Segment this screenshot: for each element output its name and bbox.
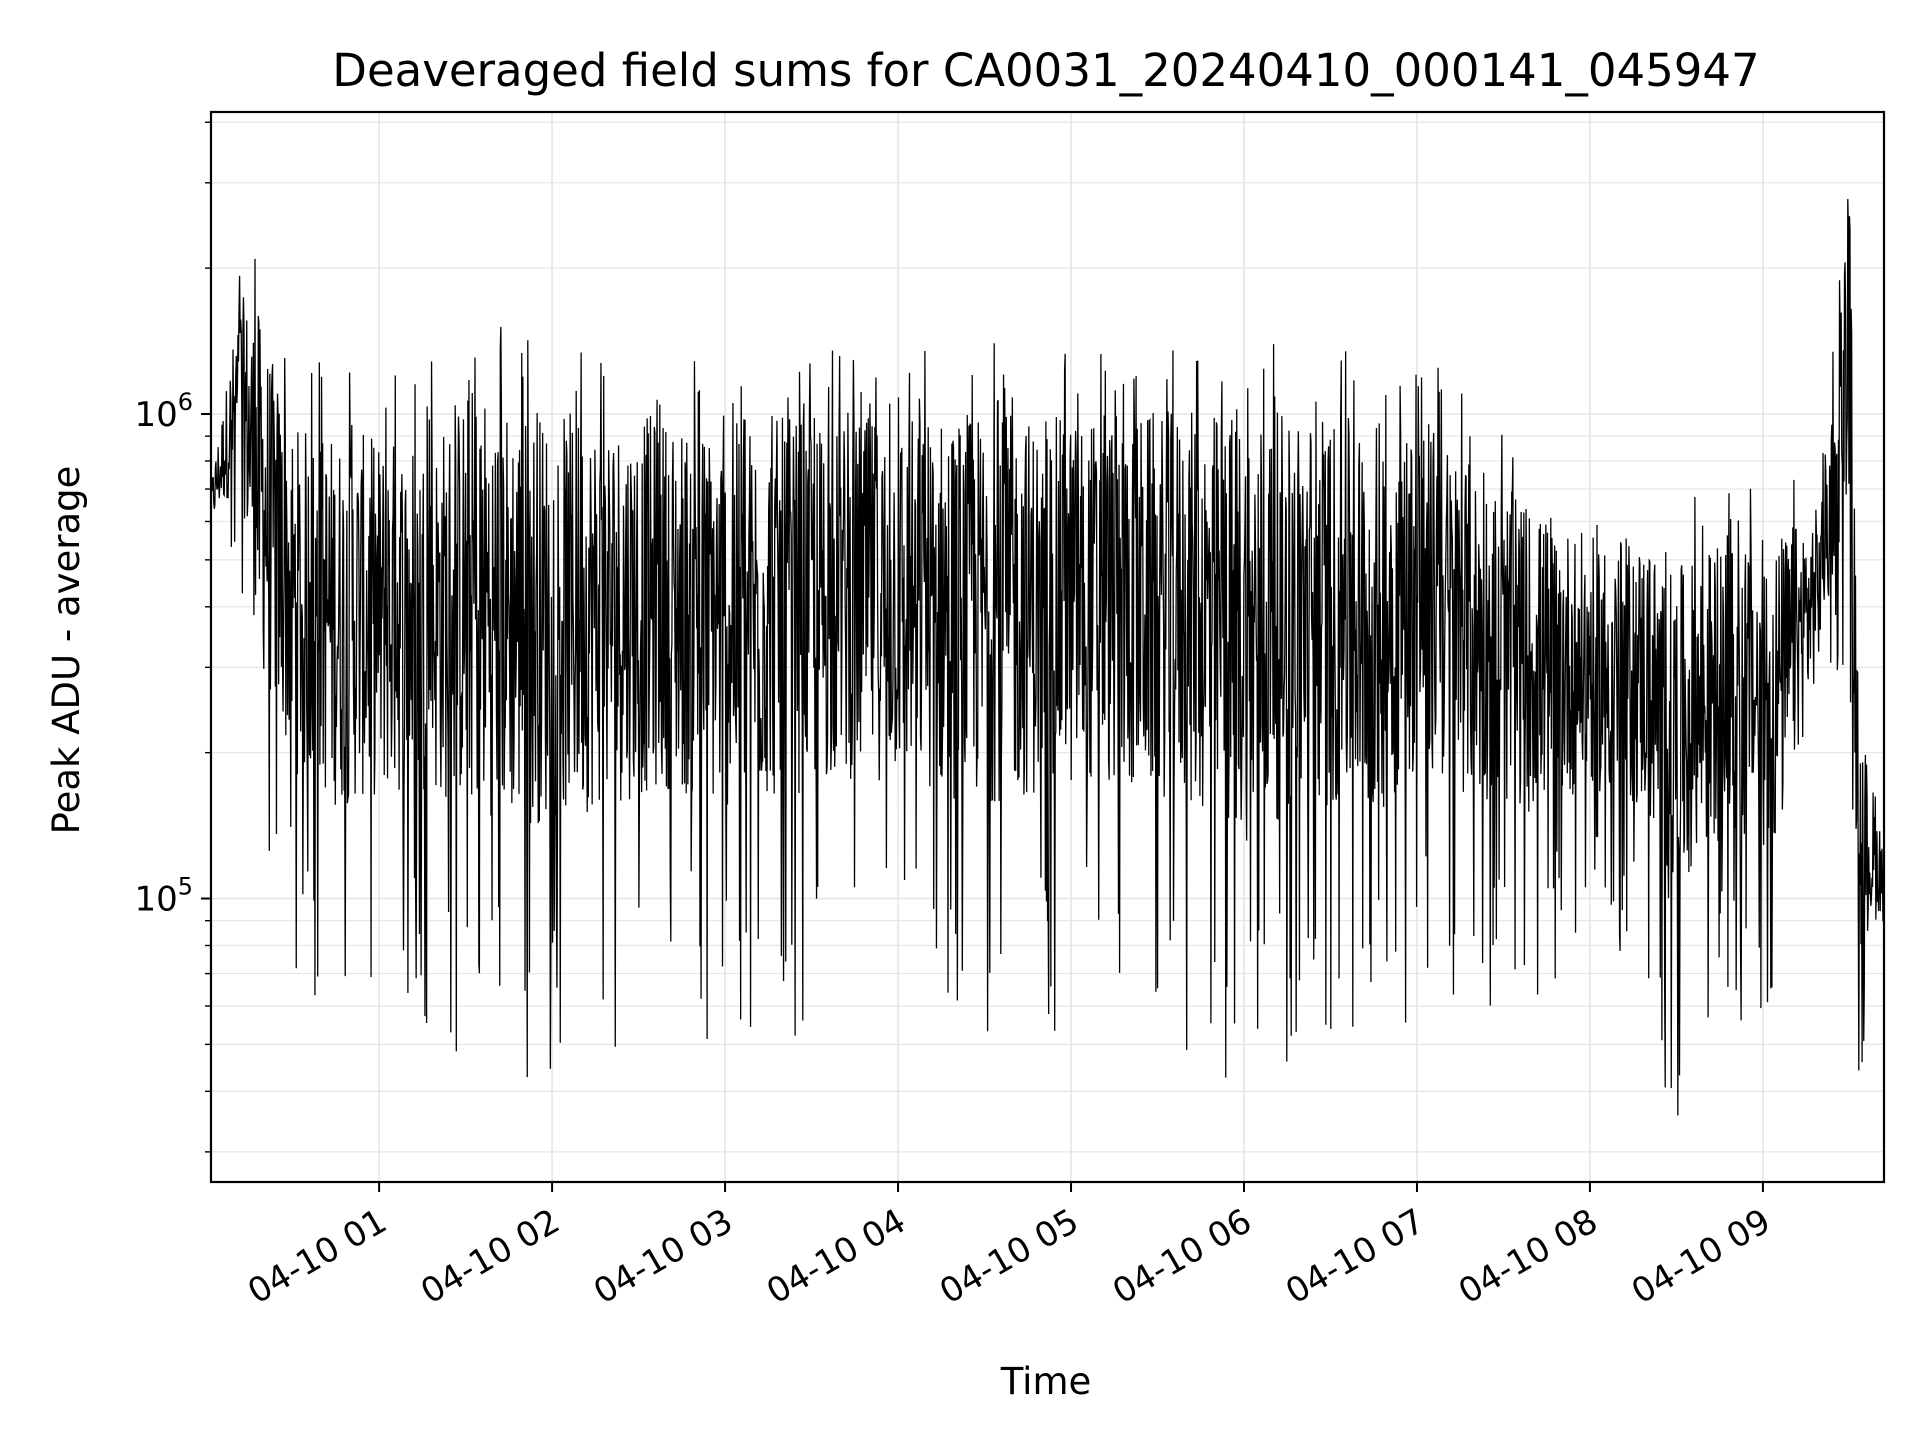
- y-tick-base: 10: [134, 395, 177, 435]
- series-line: [210, 198, 1885, 1116]
- y-tick-exponent: 5: [178, 873, 193, 901]
- x-axis-label: Time: [1000, 1360, 1092, 1403]
- plot-frame: [209, 110, 1886, 1184]
- y-tick-label: 105: [134, 873, 193, 920]
- y-tick-base: 10: [134, 880, 177, 920]
- y-axis-label: Peak ADU - average: [45, 466, 88, 835]
- y-tick-exponent: 6: [178, 388, 193, 416]
- chart-title: Deaveraged field sums for CA0031_2024041…: [332, 44, 1759, 97]
- y-tick-label: 106: [134, 388, 193, 435]
